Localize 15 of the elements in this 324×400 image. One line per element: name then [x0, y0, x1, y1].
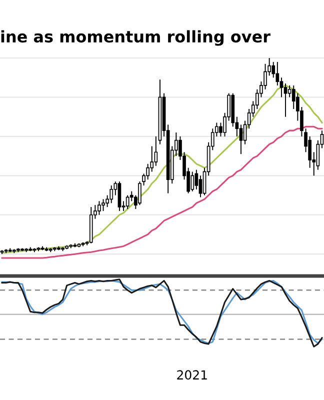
candlestick: [102, 198, 105, 212]
candlestick: [198, 175, 202, 198]
candlestick: [138, 181, 142, 206]
candlestick: [239, 124, 243, 155]
chart-title: ine as momentum rolling over: [1, 30, 270, 46]
candlestick: [272, 61, 276, 78]
candlestick: [126, 194, 130, 210]
candlestick: [194, 169, 198, 190]
candlestick: [264, 63, 267, 90]
text: 2021: [177, 370, 207, 380]
candlestick: [110, 184, 114, 204]
candlestick: [118, 181, 122, 212]
candlestick: [276, 61, 280, 86]
candlestick: [284, 83, 288, 118]
candlestick: [280, 77, 284, 98]
